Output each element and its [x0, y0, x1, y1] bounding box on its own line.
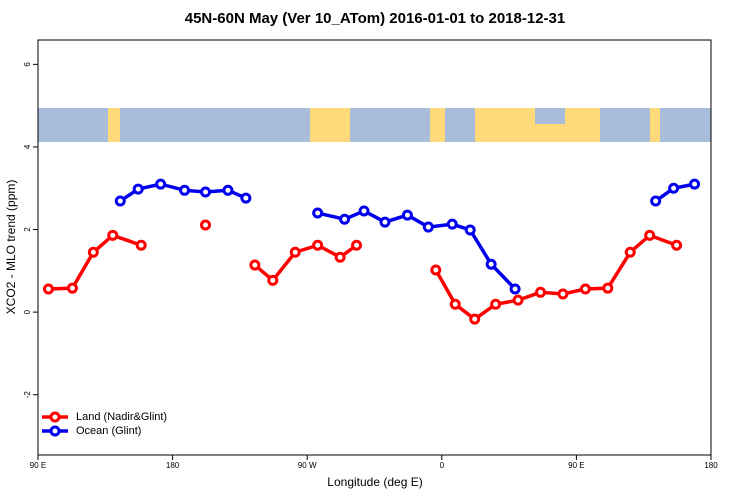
- data-point: [222, 184, 234, 196]
- data-point: [490, 298, 502, 310]
- y-tick-label: 0: [23, 309, 32, 314]
- x-axis-label: Longitude (deg E): [327, 475, 422, 489]
- data-point: [107, 229, 119, 241]
- x-tick-label: 0: [440, 461, 445, 470]
- data-point: [650, 195, 662, 207]
- chart-title: 45N-60N May (Ver 10_ATom) 2016-01-01 to …: [185, 10, 565, 27]
- data-point: [469, 313, 481, 325]
- y-tick-label: 2: [23, 227, 32, 232]
- data-point: [132, 183, 144, 195]
- legend-label: Ocean (Glint): [76, 425, 141, 437]
- legend-label: Land (Nadir&Glint): [76, 411, 167, 423]
- x-tick-label: 180: [166, 461, 180, 470]
- data-point: [644, 229, 656, 241]
- data-point: [351, 239, 363, 251]
- series-line: [434, 233, 678, 322]
- data-point: [312, 239, 324, 251]
- x-tick-label: 90 E: [30, 461, 46, 470]
- data-point: [200, 219, 212, 231]
- data-point: [334, 251, 346, 263]
- data-point: [422, 221, 434, 233]
- x-tick-label: 90 W: [298, 461, 317, 470]
- series-line: [253, 243, 358, 283]
- data-point: [449, 298, 461, 310]
- data-point: [579, 283, 591, 295]
- data-point: [358, 205, 370, 217]
- data-point: [249, 259, 261, 271]
- data-point: [339, 213, 351, 225]
- x-tick-label: 90 E: [568, 461, 584, 470]
- data-point: [671, 239, 683, 251]
- data-point: [464, 224, 476, 236]
- data-point: [312, 207, 324, 219]
- series-line: [48, 233, 142, 291]
- data-point: [87, 246, 99, 258]
- data-point: [114, 195, 126, 207]
- data-point: [135, 239, 147, 251]
- data-point: [289, 246, 301, 258]
- y-tick-label: 6: [23, 62, 32, 67]
- data-point: [379, 216, 391, 228]
- data-point: [401, 209, 413, 221]
- data-point: [602, 282, 614, 294]
- legend-swatch-point: [49, 425, 61, 437]
- data-point: [200, 186, 212, 198]
- data-point: [42, 283, 54, 295]
- data-point: [509, 283, 521, 295]
- data-point: [446, 218, 458, 230]
- map-strip: [38, 108, 711, 142]
- data-point: [535, 286, 547, 298]
- data-point: [240, 192, 252, 204]
- data-point: [267, 274, 279, 286]
- y-tick-label: -2: [23, 391, 32, 399]
- data-point: [689, 178, 701, 190]
- data-point: [512, 294, 524, 306]
- x-tick-label: 180: [704, 461, 718, 470]
- data-point: [557, 288, 569, 300]
- data-point: [485, 258, 497, 270]
- y-tick-label: 4: [23, 144, 32, 149]
- data-point: [668, 182, 680, 194]
- data-point: [66, 282, 78, 294]
- legend-swatch-point: [49, 411, 61, 423]
- series-line: [317, 209, 517, 291]
- data-point: [179, 184, 191, 196]
- data-point: [155, 178, 167, 190]
- plot-frame: [37, 39, 712, 456]
- data-point: [430, 264, 442, 276]
- data-point: [624, 246, 636, 258]
- y-axis-label: XCO2 - MLO trend (ppm): [4, 180, 18, 315]
